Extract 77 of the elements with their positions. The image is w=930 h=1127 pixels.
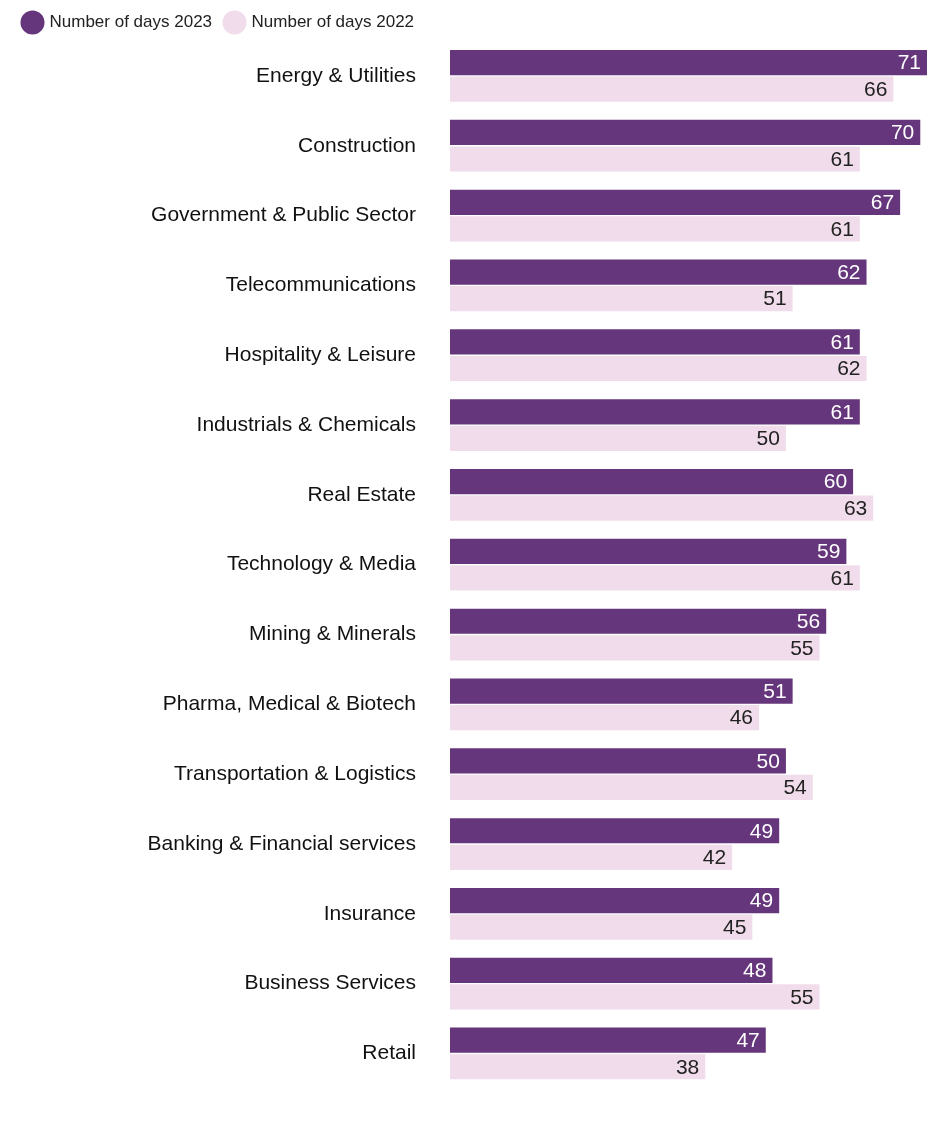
- data-label: 56: [796, 609, 821, 633]
- data-label: 61: [830, 399, 854, 423]
- bar: [450, 1054, 706, 1080]
- y-tick-label: Telecommunications: [225, 272, 416, 296]
- y-tick-label: Industrials & Chemicals: [196, 411, 416, 435]
- y-tick-label: Mining & Minerals: [249, 621, 416, 645]
- bar: [450, 957, 773, 983]
- data-label: 54: [783, 775, 808, 799]
- bar: [450, 50, 927, 76]
- data-label: 71: [897, 50, 921, 74]
- bar: [450, 635, 820, 661]
- bar: [450, 216, 860, 242]
- data-label: 61: [830, 565, 854, 589]
- legend-label: Number of days 2022: [251, 12, 415, 32]
- bar: [450, 608, 827, 634]
- data-label: 51: [763, 678, 787, 702]
- data-label: 62: [837, 259, 861, 283]
- bar: [450, 259, 867, 285]
- bar: [450, 538, 847, 565]
- y-tick-label: Hospitality & Leisure: [224, 342, 416, 366]
- y-tick-label: Insurance: [323, 900, 416, 924]
- data-label: 38: [675, 1054, 700, 1078]
- bar: [450, 774, 813, 801]
- y-tick-label: Banking & Financial services: [147, 830, 416, 854]
- bar: [450, 818, 780, 844]
- data-label: 61: [830, 146, 854, 170]
- bar: [450, 748, 786, 774]
- bar: [450, 425, 786, 451]
- data-label: 67: [870, 190, 895, 214]
- data-label: 59: [817, 539, 841, 563]
- data-label: 42: [702, 845, 727, 869]
- data-label: 47: [736, 1028, 760, 1052]
- bar: [450, 469, 854, 495]
- y-tick-label: Energy & Utilities: [256, 62, 416, 86]
- y-tick-label: Government & Public Sector: [151, 202, 416, 226]
- bar: [450, 189, 901, 215]
- data-label: 50: [756, 426, 780, 450]
- bar: [450, 1027, 766, 1053]
- bar: [450, 844, 733, 870]
- y-tick-label: Pharma, Medical & Biotech: [162, 691, 416, 715]
- data-label: 49: [749, 818, 774, 842]
- data-label: 49: [749, 888, 774, 912]
- legend-label: Number of days 2023: [49, 12, 213, 32]
- bar: [450, 399, 860, 425]
- bar: [450, 355, 867, 382]
- bar: [450, 286, 793, 312]
- bar: [450, 678, 793, 704]
- data-label: 62: [837, 356, 861, 380]
- data-label: 66: [864, 76, 888, 100]
- bar: [450, 705, 760, 731]
- bar: [450, 565, 860, 591]
- bar: [450, 914, 753, 940]
- bar: [450, 887, 780, 914]
- bar: [450, 495, 874, 521]
- data-label: 63: [843, 495, 868, 519]
- bar: [450, 146, 860, 172]
- y-tick-label: Construction: [298, 132, 416, 156]
- bar: [450, 984, 820, 1010]
- data-label: 55: [790, 984, 814, 1008]
- y-tick-label: Retail: [362, 1040, 416, 1064]
- data-label: 61: [830, 329, 854, 353]
- bar: [450, 119, 921, 146]
- data-label: 55: [790, 635, 814, 659]
- data-label: 45: [722, 914, 747, 938]
- data-label: 46: [729, 705, 754, 729]
- data-label: 70: [890, 120, 915, 144]
- data-label: 48: [743, 958, 767, 982]
- data-label: 61: [830, 216, 854, 240]
- y-tick-label: Real Estate: [307, 481, 416, 505]
- data-label: 60: [823, 469, 848, 493]
- y-tick-label: Technology & Media: [226, 551, 417, 575]
- y-tick-label: Transportation & Logistics: [173, 760, 416, 784]
- y-tick-label: Business Services: [244, 970, 416, 994]
- bar: [450, 329, 860, 355]
- data-label: 50: [756, 748, 780, 772]
- bar: [450, 76, 894, 102]
- data-label: 51: [763, 286, 787, 310]
